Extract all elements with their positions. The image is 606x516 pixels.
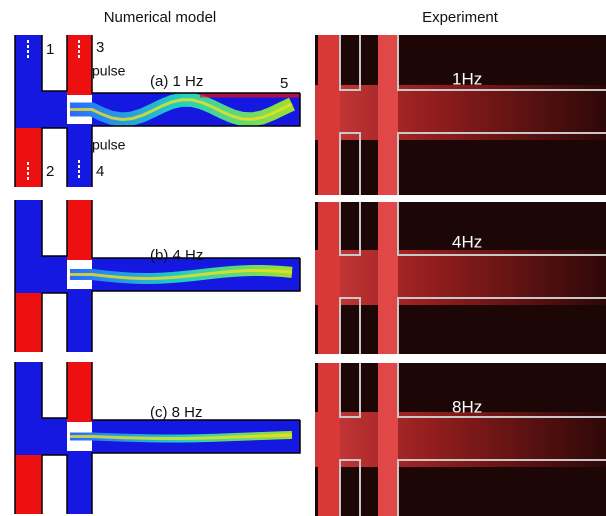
header: Experiment: [422, 9, 499, 26]
shapes: [15, 35, 606, 516]
separator: [315, 358, 606, 363]
port-label: 5: [280, 75, 288, 92]
inlet-4: [67, 289, 92, 352]
page: Figure {"headers":{"left":"Numerical mod…: [0, 0, 606, 516]
header: Numerical model: [104, 9, 217, 26]
exp-glow: [315, 250, 606, 305]
body: Numerical model Experiment 1 2 3 4 5 pul…: [0, 0, 606, 516]
inlet-3: [67, 200, 92, 260]
figure: Numerical model Experiment 1 2 3 4 5 pul…: [0, 0, 606, 516]
port-label: 3: [96, 39, 104, 56]
exp-inlet: [378, 197, 398, 354]
exp-inlet: [318, 35, 340, 195]
inlet-2: [15, 455, 42, 514]
inlet-3: [67, 362, 92, 422]
inlet-4: [67, 451, 92, 514]
pulse-label: pulse: [92, 137, 126, 153]
channel-left: [42, 91, 67, 128]
model-label: (c) 8 Hz: [150, 404, 203, 421]
model-label: (a) 1 Hz: [150, 73, 203, 90]
port-label: 1: [46, 41, 54, 58]
exp-inlet: [378, 35, 398, 195]
exp-inlet: [318, 359, 340, 516]
experiment-label: 4Hz: [452, 232, 482, 251]
exp-glow: [315, 412, 606, 467]
port-label: 4: [96, 163, 104, 180]
separator: [315, 197, 606, 202]
inlet-1: [15, 362, 42, 455]
inlet-3: [67, 35, 92, 95]
pulse-label: pulse: [92, 63, 126, 79]
experiment-label: 1Hz: [452, 69, 482, 88]
exp-inlet: [378, 359, 398, 516]
exp-inlet: [318, 197, 340, 354]
exp-glow: [315, 85, 606, 140]
channel-left: [42, 256, 67, 293]
model-label: (b) 4 Hz: [150, 247, 203, 264]
inlet-1: [15, 200, 42, 293]
channel-left: [42, 418, 67, 455]
inlet-2: [15, 293, 42, 352]
inlet-1: [15, 35, 42, 128]
experiment-label: 8Hz: [452, 397, 482, 416]
port-label: 2: [46, 163, 54, 180]
